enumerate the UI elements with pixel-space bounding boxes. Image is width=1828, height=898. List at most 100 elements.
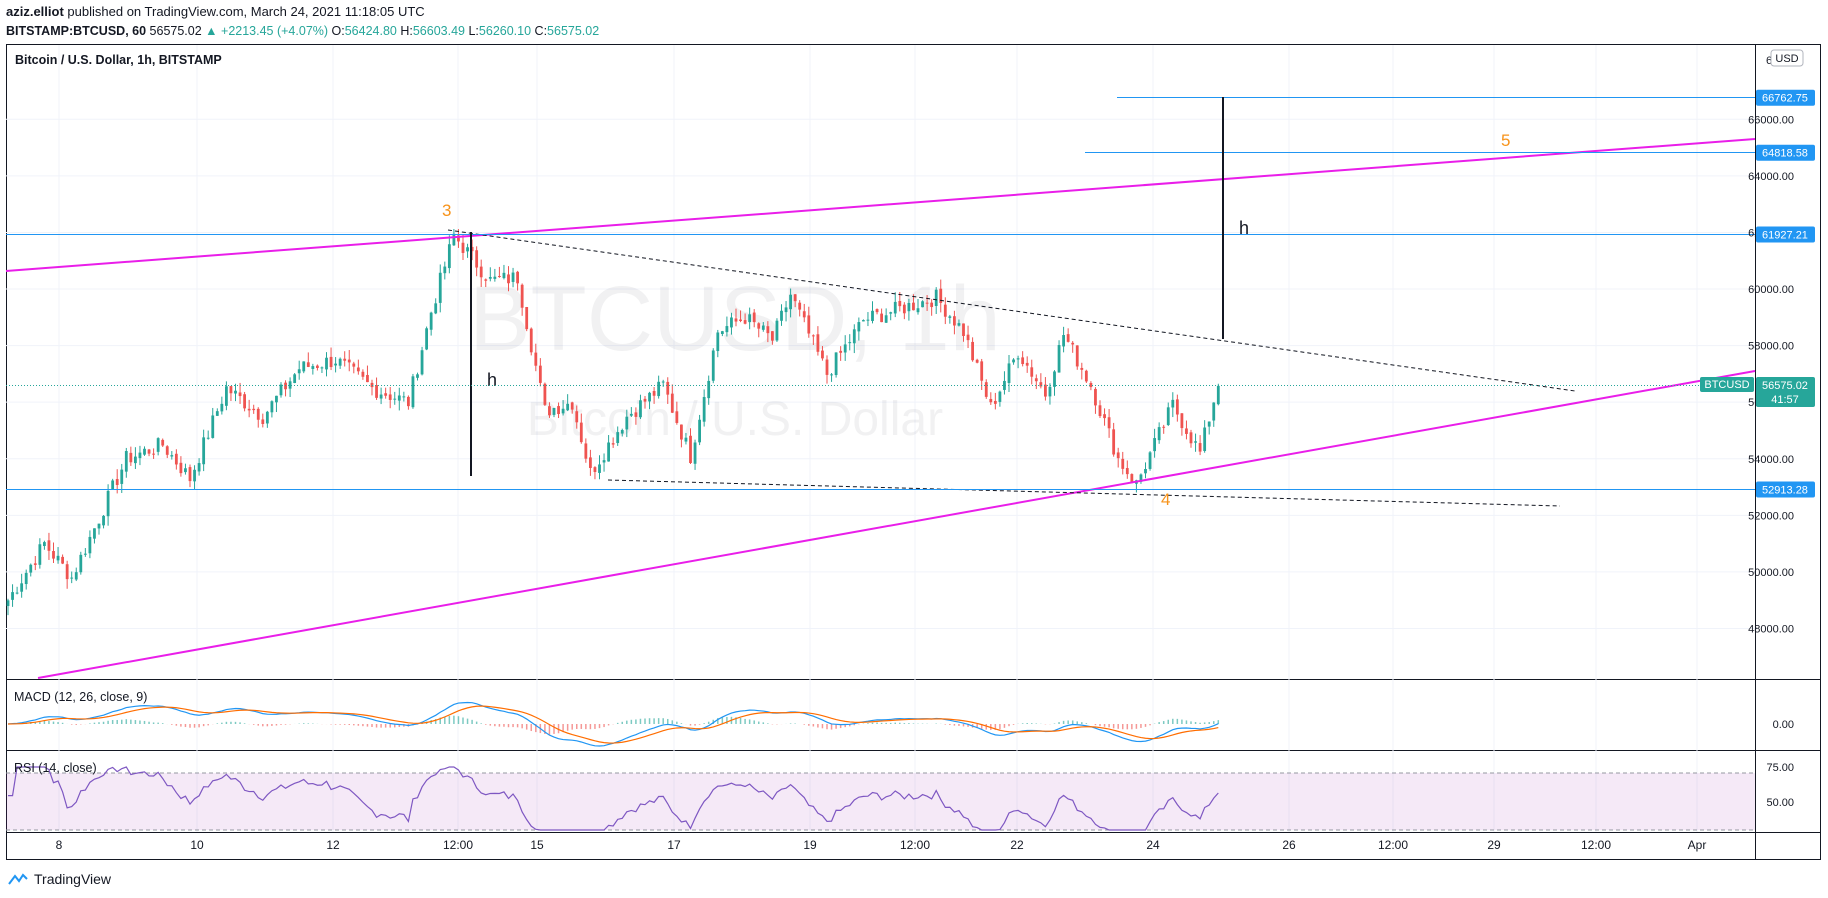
candle-body [1130, 474, 1134, 483]
rsi-tick-75: 75.00 [1766, 762, 1794, 774]
publisher-name[interactable]: aziz.elliot [6, 4, 64, 19]
candle-body [265, 411, 269, 424]
candle-body [174, 453, 178, 465]
candle-body [411, 376, 415, 408]
candle-body [689, 435, 692, 464]
candle-body [1185, 428, 1188, 434]
price-label-box [1756, 144, 1815, 161]
candle-body [784, 307, 788, 313]
candle-body [775, 320, 779, 341]
candle-body [843, 344, 847, 353]
candle-body [666, 381, 670, 395]
price-label: 64818.58 [1762, 148, 1808, 160]
price-tick-label: 60000.00 [1748, 284, 1794, 296]
candle-body [575, 411, 579, 423]
price-label: 52913.28 [1762, 485, 1808, 497]
candle-body [611, 443, 615, 445]
candle-body [643, 398, 647, 402]
candle-body [748, 314, 752, 323]
candle-body [438, 272, 442, 303]
candle-body [1112, 429, 1116, 455]
price-tick-label: 58000.00 [1748, 341, 1794, 353]
rsi-title[interactable]: RSI (14, close) [14, 761, 97, 775]
candle-body [543, 383, 547, 405]
candle-body [561, 408, 565, 414]
candle-body [443, 266, 447, 274]
candle-body [206, 437, 210, 439]
candle-body [1157, 427, 1161, 441]
candle-body [1175, 399, 1179, 415]
candle-body [802, 311, 806, 318]
footer-brand: TradingView [34, 871, 112, 887]
candle-body [1039, 382, 1043, 387]
candle-body [1007, 363, 1011, 383]
channel-upper-line[interactable] [5, 138, 1756, 272]
candle-body [525, 306, 529, 330]
candle-body [352, 363, 356, 367]
price-axis[interactable]: 66000.0064000.0062000.0060000.0058000.00… [1748, 55, 1794, 635]
candle-body [652, 391, 656, 396]
candle-body [625, 416, 629, 430]
candle-body [893, 301, 897, 314]
candle-body [848, 342, 852, 344]
candle-body [124, 451, 128, 472]
time-axis[interactable]: 8 10 12 12:00 15 17 19 12:00 22 24 26 12:00 29 12:00 A… [56, 838, 1707, 852]
candle-body [293, 374, 297, 384]
candle-body [429, 312, 433, 330]
candle-body [88, 536, 92, 554]
candle-body [507, 274, 510, 284]
price-tick-label: 52000.00 [1748, 510, 1794, 522]
candle-body [270, 401, 274, 413]
channel-lower-line[interactable] [37, 370, 1756, 679]
candle-body [916, 308, 920, 313]
candle-body [279, 384, 283, 396]
candle-body [93, 528, 96, 539]
candle-body [680, 424, 683, 440]
candle-body [716, 332, 720, 352]
candle-body [966, 334, 970, 341]
triangle-upper-line[interactable] [447, 229, 1576, 392]
candle-body [361, 371, 365, 377]
candle-body [743, 320, 747, 324]
price-tick-label: 50000.00 [1748, 567, 1794, 579]
last-price-value: 56575.02 [1762, 380, 1808, 392]
candle-body [306, 362, 310, 367]
candle-body [1198, 443, 1202, 452]
candle-body [816, 334, 820, 352]
candle-body [857, 322, 861, 332]
tradingview-logo-icon [8, 873, 28, 885]
time-tick-label: 26 [1282, 838, 1296, 852]
macd-title[interactable]: MACD (12, 26, close, 9) [14, 690, 147, 704]
footer[interactable]: TradingView [8, 871, 111, 887]
candle-body [170, 455, 174, 457]
candle-body [1044, 384, 1047, 397]
candle-body [1066, 334, 1070, 342]
chart-frame [6, 44, 1821, 860]
candle-body [29, 564, 33, 573]
candle-body [720, 331, 724, 334]
chart-header: aziz.elliot published on TradingView.com… [6, 4, 599, 39]
candle-body [211, 415, 215, 438]
candle-body [1153, 438, 1156, 452]
candle-body [1030, 367, 1034, 377]
candle-body [570, 402, 574, 410]
candle-body [538, 365, 542, 383]
triangle-lower-line[interactable] [607, 479, 1561, 507]
rsi-band [6, 773, 1755, 830]
drawings[interactable]: h h 3 4 5 [5, 97, 1756, 679]
candle-body [1180, 413, 1184, 429]
candle-body [1098, 405, 1102, 417]
candle-body [356, 367, 360, 372]
candle-body [329, 356, 333, 368]
candle-body [725, 326, 729, 333]
currency-badge[interactable]: USD [1770, 49, 1804, 67]
candle-body [880, 313, 883, 323]
candle-body [238, 392, 242, 397]
candle-body [766, 326, 770, 334]
candle-body [807, 315, 811, 334]
candle-body [675, 411, 679, 423]
candle-body [1139, 474, 1143, 482]
candle-body [147, 449, 151, 454]
symbol-line: BITSTAMP:BTCUSD, 60 56575.02 ▲ +2213.45 … [6, 23, 599, 39]
